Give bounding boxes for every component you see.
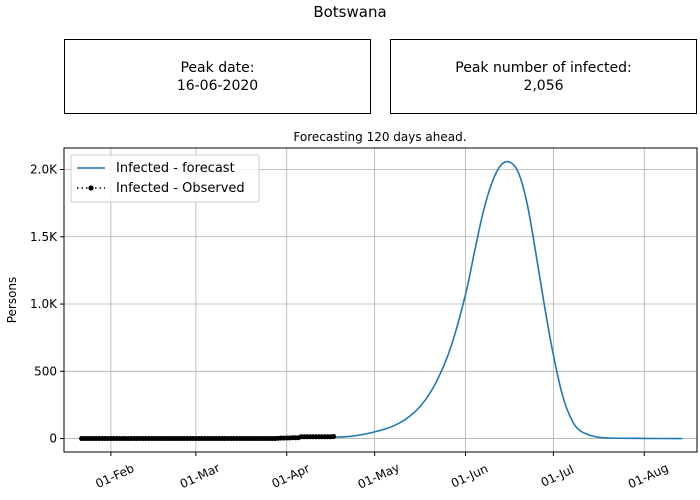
x-tick-label: 01-Apr (270, 461, 312, 491)
plot-area-frame (63, 147, 698, 453)
x-tick-label: 01-Mar (178, 461, 222, 492)
peak-date-label: Peak date: (180, 59, 255, 76)
y-tick-label: 0 (49, 432, 57, 446)
x-tick-label: 01-Feb (93, 461, 136, 491)
x-tick-label: 01-Jun (449, 461, 490, 490)
legend-forecast-label: Infected - forecast (116, 161, 235, 176)
legend: Infected - forecast Infected - Observed (70, 154, 260, 203)
peak-number-value: 2,056 (523, 77, 564, 94)
peak-date-value: 16-06-2020 (176, 77, 259, 94)
y-tick-label: 1.5K (30, 230, 58, 244)
axes: 01-Feb 01-Mar 01-Apr 01-May 01-Jun 01-Jul 01-A… (30, 163, 671, 492)
forecast-line (333, 160, 683, 440)
y-tick-label: 1.0K (30, 297, 58, 311)
legend-frame (70, 154, 260, 203)
legend-observed-label: Infected - Observed (116, 181, 245, 196)
x-tick-label: 01-Aug (626, 461, 671, 492)
y-axis-label: Persons (5, 277, 19, 324)
legend-observed-marker (88, 185, 94, 191)
x-tick-label: 01-May (356, 460, 402, 491)
series-layer (79, 160, 683, 442)
peak-number-label: Peak number of infected: (455, 59, 632, 76)
chart-main-title: Botswana (313, 3, 387, 21)
chart-subtitle: Forecasting 120 days ahead. (293, 130, 466, 144)
y-tick-label: 500 (34, 364, 57, 378)
observed-point (331, 434, 337, 440)
y-tick-label: 2.0K (30, 163, 58, 177)
peak-date-box: Peak date: 16-06-2020 (64, 39, 371, 114)
x-tick-label: 01-Jul (539, 462, 576, 489)
peak-number-box: Peak number of infected: 2,056 (390, 39, 697, 114)
